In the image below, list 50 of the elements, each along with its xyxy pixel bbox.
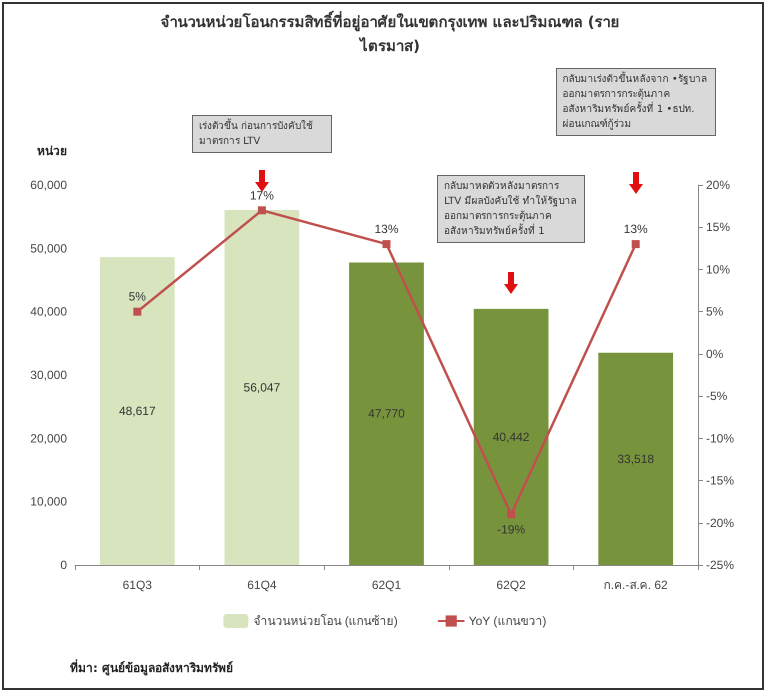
annotation: กลับมาหดตัวหลังมาตรการ LTV มีผลบังคับใช้ ทำให้รัฐบาลออกมาตรการกระตุ้นภาคอสังหาริมทรัพย์ครั้งที่ 1 xyxy=(437,175,586,243)
y-tick-label: 10,000 xyxy=(30,494,68,509)
text: เร่งตัวขึ้น ก่อนการบังคับใช้มาตรการ LTV xyxy=(192,115,332,153)
y-tick-label: 20,000 xyxy=(30,431,68,446)
bar xyxy=(100,257,175,565)
y2-tick-label: -15% xyxy=(706,474,734,488)
bar xyxy=(474,308,548,565)
y-tick-label: 0 xyxy=(60,558,68,572)
point xyxy=(133,308,142,316)
point xyxy=(632,240,640,248)
bar xyxy=(224,210,300,565)
y2-tick-label: -25% xyxy=(706,558,734,572)
y2-tick-label: 15% xyxy=(706,220,730,234)
y-tick-label: 40,000 xyxy=(30,304,68,319)
point xyxy=(507,510,516,518)
y2-tick-label: 5% xyxy=(706,304,724,319)
y-tick-label: 60,000 xyxy=(30,178,68,192)
data-label: 13% xyxy=(374,222,399,236)
legend-label: จำนวนหน่วยโอน (แกนซ้าย) xyxy=(253,614,398,628)
bar xyxy=(349,262,424,565)
y2-tick-label: -10% xyxy=(706,431,734,446)
text: กลับมาเร่งตัวขึ้นหลังจาก •รัฐบาลออกมาตรการกระตุ้นภาคอสังหาริมทรัพย์ครั้งที่ 1 •ธปท. ผ่อนเกณฑ์กู้ร่วม xyxy=(556,68,716,136)
data-label: 40,442 xyxy=(492,430,530,444)
y2-tick-label: 0% xyxy=(706,346,724,361)
x-tick-label: 61Q3 xyxy=(122,578,152,592)
x-tick-label: ก.ค.-ส.ค. 62 xyxy=(604,578,668,592)
legend-label: YoY (แกนขวา) xyxy=(468,614,546,628)
y2-tick-label: -20% xyxy=(706,516,734,530)
x-tick-label: 62Q2 xyxy=(496,578,526,592)
data-label: 17% xyxy=(250,188,274,202)
data-label: 48,617 xyxy=(118,404,156,418)
y2-tick-label: 10% xyxy=(706,262,730,276)
x-tick-label: 61Q4 xyxy=(247,578,277,592)
y-axis-title: หน่วย xyxy=(37,144,67,158)
chart-title: จำนวนหน่วยโอนกรรมสิทธิ์ที่อยู่อาศัยในเขตกรุงเทพ และปริมณฑล (รายไตรมาส) xyxy=(160,10,620,57)
bar xyxy=(598,352,674,565)
data-label: 56,047 xyxy=(244,380,281,395)
x-tick-label: 62Q1 xyxy=(372,578,402,592)
data-label: 47,770 xyxy=(368,406,406,421)
y2-tick-label: 20% xyxy=(706,178,730,192)
data-label: 5% xyxy=(128,290,146,304)
y-tick-label: 30,000 xyxy=(30,368,68,382)
point xyxy=(382,240,390,248)
data-label: -19% xyxy=(497,522,526,536)
point xyxy=(258,206,266,214)
text: ที่มา: ศูนย์ข้อมูลอสังหาริมทรัพย์ xyxy=(70,658,233,677)
y2-tick-label: -5% xyxy=(706,389,728,404)
data-label: 33,518 xyxy=(617,452,654,466)
data-label: 13% xyxy=(624,222,648,236)
y-tick-label: 50,000 xyxy=(30,241,68,256)
